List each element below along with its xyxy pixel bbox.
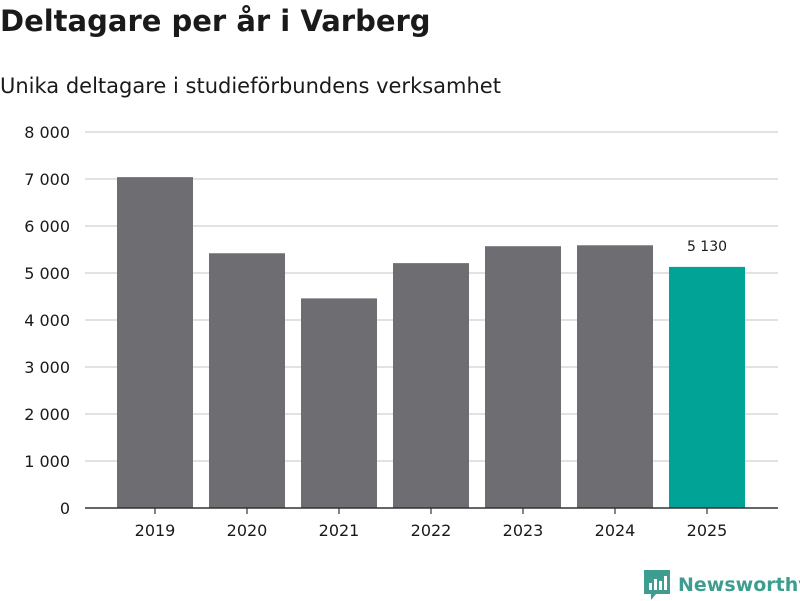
y-tick-label: 1 000 [24, 452, 70, 471]
x-tick-label: 2022 [411, 521, 452, 540]
bar [485, 246, 561, 508]
x-tick-label: 2021 [319, 521, 360, 540]
x-tick-label: 2019 [135, 521, 176, 540]
x-tick-label: 2023 [503, 521, 544, 540]
chart-title: Deltagare per år i Varberg [0, 4, 431, 38]
y-tick-label: 0 [60, 499, 70, 518]
y-tick-label: 4 000 [24, 311, 70, 330]
bar [301, 298, 377, 508]
bar [393, 263, 469, 508]
bar [577, 245, 653, 508]
y-tick-label: 7 000 [24, 170, 70, 189]
x-tick-label: 2025 [687, 521, 728, 540]
data-label: 5 130 [687, 239, 727, 255]
y-tick-label: 6 000 [24, 217, 70, 236]
bar [209, 253, 285, 508]
y-tick-label: 2 000 [24, 405, 70, 424]
bar [117, 177, 193, 508]
chart-subtitle: Unika deltagare i studieförbundens verks… [0, 74, 501, 98]
x-tick-label: 2024 [595, 521, 636, 540]
x-tick-label: 2020 [227, 521, 268, 540]
brand-logo: Newsworthy [644, 569, 800, 601]
brand-name: Newsworthy [678, 574, 800, 596]
y-tick-label: 5 000 [24, 264, 70, 283]
y-tick-label: 3 000 [24, 358, 70, 377]
newsworthy-logo-icon [644, 570, 670, 600]
bar [669, 266, 745, 508]
y-tick-label: 8 000 [24, 123, 70, 142]
